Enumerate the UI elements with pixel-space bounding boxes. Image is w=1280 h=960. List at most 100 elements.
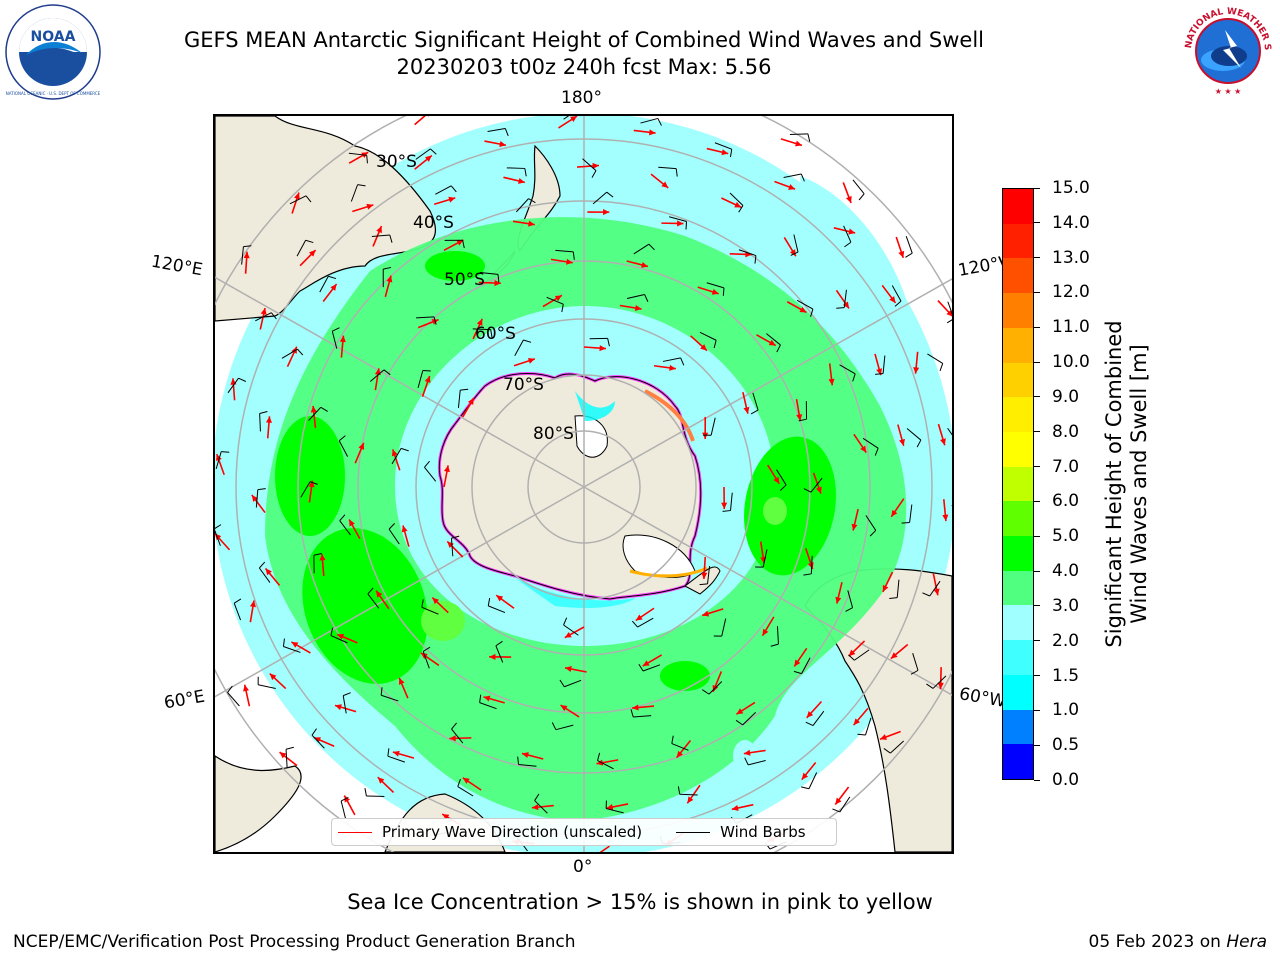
colorbar-segment: [1003, 709, 1033, 745]
wave-arrow-head: [635, 614, 643, 621]
wave-arrow-head: [467, 397, 474, 405]
wave-arrow-head: [721, 149, 729, 156]
svg-text:NATIONAL OCEANIC · U.S. DEPT O: NATIONAL OCEANIC · U.S. DEPT OF COMMERCE: [6, 91, 101, 96]
wind-barb-staff: [669, 216, 687, 223]
wind-barb-staff: [776, 626, 779, 645]
lat-label-50s: 50°S: [444, 270, 485, 290]
wave-arrow-head: [476, 318, 483, 326]
antarctica: [437, 372, 721, 609]
wind-barb-staff: [738, 249, 757, 257]
wind-barb-staff: [518, 764, 537, 767]
wave-arrow-head: [339, 335, 346, 343]
wind-barb-staff: [909, 504, 913, 523]
wind-barb-staff: [422, 651, 430, 669]
wind-barb-staff: [714, 142, 732, 150]
wind-barb-staff: [626, 293, 645, 300]
wind-barb-staff: [424, 467, 437, 482]
wind-barb-flag: [631, 620, 638, 628]
wind-barb-staff: [285, 749, 288, 768]
wave-arrow-head: [391, 449, 398, 457]
wind-barb-staff: [457, 390, 461, 409]
wind-barb-flag: [517, 756, 520, 765]
legend-primary-wave: Primary Wave Direction (unscaled): [332, 823, 642, 841]
wave-arrow-head: [269, 673, 277, 681]
wind-barb-staff: [864, 717, 872, 736]
wind-barb-flag: [430, 148, 437, 155]
wind-barb-staff: [708, 681, 723, 695]
wind-barb-flag: [227, 685, 233, 693]
colorbar-tick-label: 3.0: [1034, 596, 1079, 616]
wind-barb-staff: [801, 657, 811, 674]
wave-arrow-head: [570, 116, 578, 123]
wave-arrow-head: [796, 414, 803, 421]
wind-barb-staff: [369, 369, 385, 382]
wave-arrow-head: [835, 596, 842, 604]
nws-logo: NATIONAL WEATHER SERVICE ★ ★ ★: [1176, 0, 1277, 104]
wind-barb-staff: [534, 800, 548, 814]
footer-date: 05 Feb 2023 on Hera: [1089, 932, 1267, 952]
wave-arrow-head: [265, 416, 273, 423]
wind-barb-staff: [451, 728, 464, 744]
wind-barb-staff: [488, 605, 506, 614]
wave-arrow-head: [560, 705, 568, 712]
wind-barb-flag: [497, 274, 500, 283]
colorbar-segment: [1003, 674, 1033, 710]
wind-barb-flag: [297, 348, 304, 356]
wave-arrow-head: [851, 523, 858, 531]
colorbar-tick-label: 0.5: [1034, 735, 1079, 755]
wind-barb-staff: [742, 712, 756, 726]
wind-barb-staff: [597, 760, 614, 770]
footer-producer: NCEP/EMC/Verification Post Processing Pr…: [13, 932, 576, 952]
wave-arrow-head: [427, 116, 429, 117]
wind-barb-staff: [415, 148, 431, 160]
wave-arrow-head: [337, 633, 345, 640]
chart-title-line1: GEFS MEAN Antarctic Significant Height o…: [183, 28, 985, 52]
wind-barb-flag: [328, 275, 337, 280]
colorbar-tick-label: 6.0: [1034, 491, 1079, 511]
wave-arrow-head: [376, 590, 383, 598]
wind-barb-staff: [929, 580, 941, 597]
wind-barb-staff: [729, 192, 744, 206]
wind-barb-staff: [633, 243, 650, 255]
wind-barb-staff: [215, 529, 221, 546]
wave-arrow-head: [788, 184, 796, 190]
wave-arrow-head: [294, 192, 300, 200]
wind-barb-flag: [221, 451, 230, 453]
wind-barb-flag: [528, 198, 536, 204]
wind-barb-staff: [582, 158, 597, 172]
wave-arrow-head: [743, 749, 751, 756]
wind-barb-flag: [364, 788, 367, 797]
wave-arrow-head: [842, 301, 850, 309]
wind-barb-staff: [854, 649, 870, 661]
wind-barb-staff: [766, 333, 781, 346]
wave-arrow-head: [531, 804, 539, 811]
wind-barb-flag: [738, 205, 744, 213]
wind-barb-staff: [947, 427, 952, 436]
wave-arrow-head: [848, 649, 856, 657]
wind-barb-staff: [330, 635, 348, 644]
wind-barb-flag: [311, 728, 317, 736]
wind-barb-flag: [754, 255, 757, 264]
noaa-logo: NOAA NATIONAL OCEANIC · U.S. DEPT OF COM…: [4, 3, 102, 105]
wind-barb-flag: [421, 599, 424, 608]
wave-arrow-head: [243, 684, 250, 692]
wind-barb-flag: [388, 522, 395, 530]
wind-barb-staff: [227, 377, 239, 394]
wave-arrow-head: [528, 220, 535, 227]
wind-barb-flag: [424, 460, 430, 468]
wind-barb-staff: [633, 715, 652, 718]
wave-band-4m: [275, 251, 836, 691]
wave-arrow-head: [801, 772, 809, 780]
wind-barb-flag: [305, 195, 312, 203]
wave-arrow-head: [731, 805, 739, 811]
colorbar-tick-label: 13.0: [1034, 248, 1090, 268]
wind-barb-staff: [710, 417, 716, 436]
wave-arrow-head: [891, 509, 898, 517]
legend-red-line: [338, 831, 372, 833]
wave-arrow-head: [882, 584, 889, 592]
wave-arrow-head: [899, 438, 905, 446]
map-panel: [213, 114, 954, 854]
wave-arrow-head: [494, 279, 501, 287]
wind-barb-staff: [847, 590, 854, 608]
wave-arrow-head: [349, 519, 355, 527]
